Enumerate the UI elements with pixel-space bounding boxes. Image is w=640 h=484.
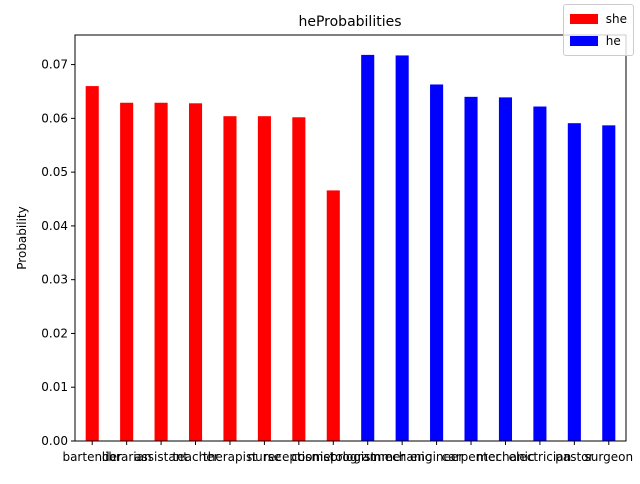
x-tick-label-13: electrician: [509, 450, 572, 464]
bar-he-15: [602, 125, 616, 441]
y-tick-label-0: 0.00: [41, 434, 68, 448]
x-tick-label-5: nurse: [248, 450, 282, 464]
legend-entry-he: he: [569, 30, 627, 52]
bar-she-2: [154, 102, 168, 442]
y-tick-label-1: 0.01: [41, 380, 68, 394]
x-tick-label-11: carpenter: [442, 450, 501, 464]
bar-he-8: [361, 54, 375, 441]
x-tick-label-4: therapist: [203, 450, 257, 464]
y-tick-label-4: 0.04: [41, 219, 68, 233]
x-tick-label-15: surgeon: [585, 450, 634, 464]
bar-he-13: [533, 106, 547, 441]
legend-swatch-he: [569, 36, 598, 46]
chart-title: heProbabilities: [298, 14, 401, 30]
y-tick-label-5: 0.05: [41, 165, 68, 179]
bar-she-0: [85, 86, 99, 441]
bar-she-5: [257, 116, 271, 441]
x-tick-label-6: receptionist: [263, 450, 334, 464]
plot-frame: [74, 34, 627, 442]
bar-she-3: [188, 103, 203, 441]
legend-label-she: she: [605, 12, 627, 26]
y-tick-label-2: 0.02: [41, 326, 68, 340]
y-axis-label: Probability: [15, 206, 29, 269]
y-tick-label-7: 0.07: [41, 58, 68, 72]
legend: she he: [562, 4, 634, 56]
x-tick-label-14: pastor: [555, 450, 593, 464]
bar-she-6: [292, 117, 306, 441]
x-tick-label-10: engineer: [410, 450, 463, 464]
bar-he-14: [567, 123, 581, 441]
x-tick-label-1: librarian: [102, 450, 152, 464]
x-tick-label-12: mechanic: [476, 450, 534, 464]
legend-swatch-she: [569, 14, 598, 24]
x-tick-label-8: programmer: [330, 450, 405, 464]
x-tick-label-0: bartender: [62, 450, 122, 464]
bar-he-10: [430, 84, 444, 442]
x-tick-label-9: mechanic: [373, 450, 431, 464]
bar-he-11: [464, 96, 478, 441]
y-tick-label-6: 0.06: [41, 111, 68, 125]
bar-he-9: [395, 55, 409, 441]
bar-she-4: [223, 116, 237, 441]
y-tick-label-3: 0.03: [41, 273, 68, 287]
x-tick-label-7: cosmetologist: [291, 450, 375, 464]
plot-area: 0.00 0.01 0.02 0.03 0.04 0.05 0.06 0.07 bartende…: [41, 34, 634, 464]
x-tick-label-2: assistant: [134, 450, 188, 464]
legend-label-he: he: [605, 34, 621, 48]
x-tick-label-3: teacher: [173, 450, 219, 464]
legend-entry-she: she: [569, 8, 627, 30]
bar-she-7: [326, 190, 340, 441]
bar-he-12: [498, 97, 513, 441]
bar-she-1: [120, 102, 134, 442]
